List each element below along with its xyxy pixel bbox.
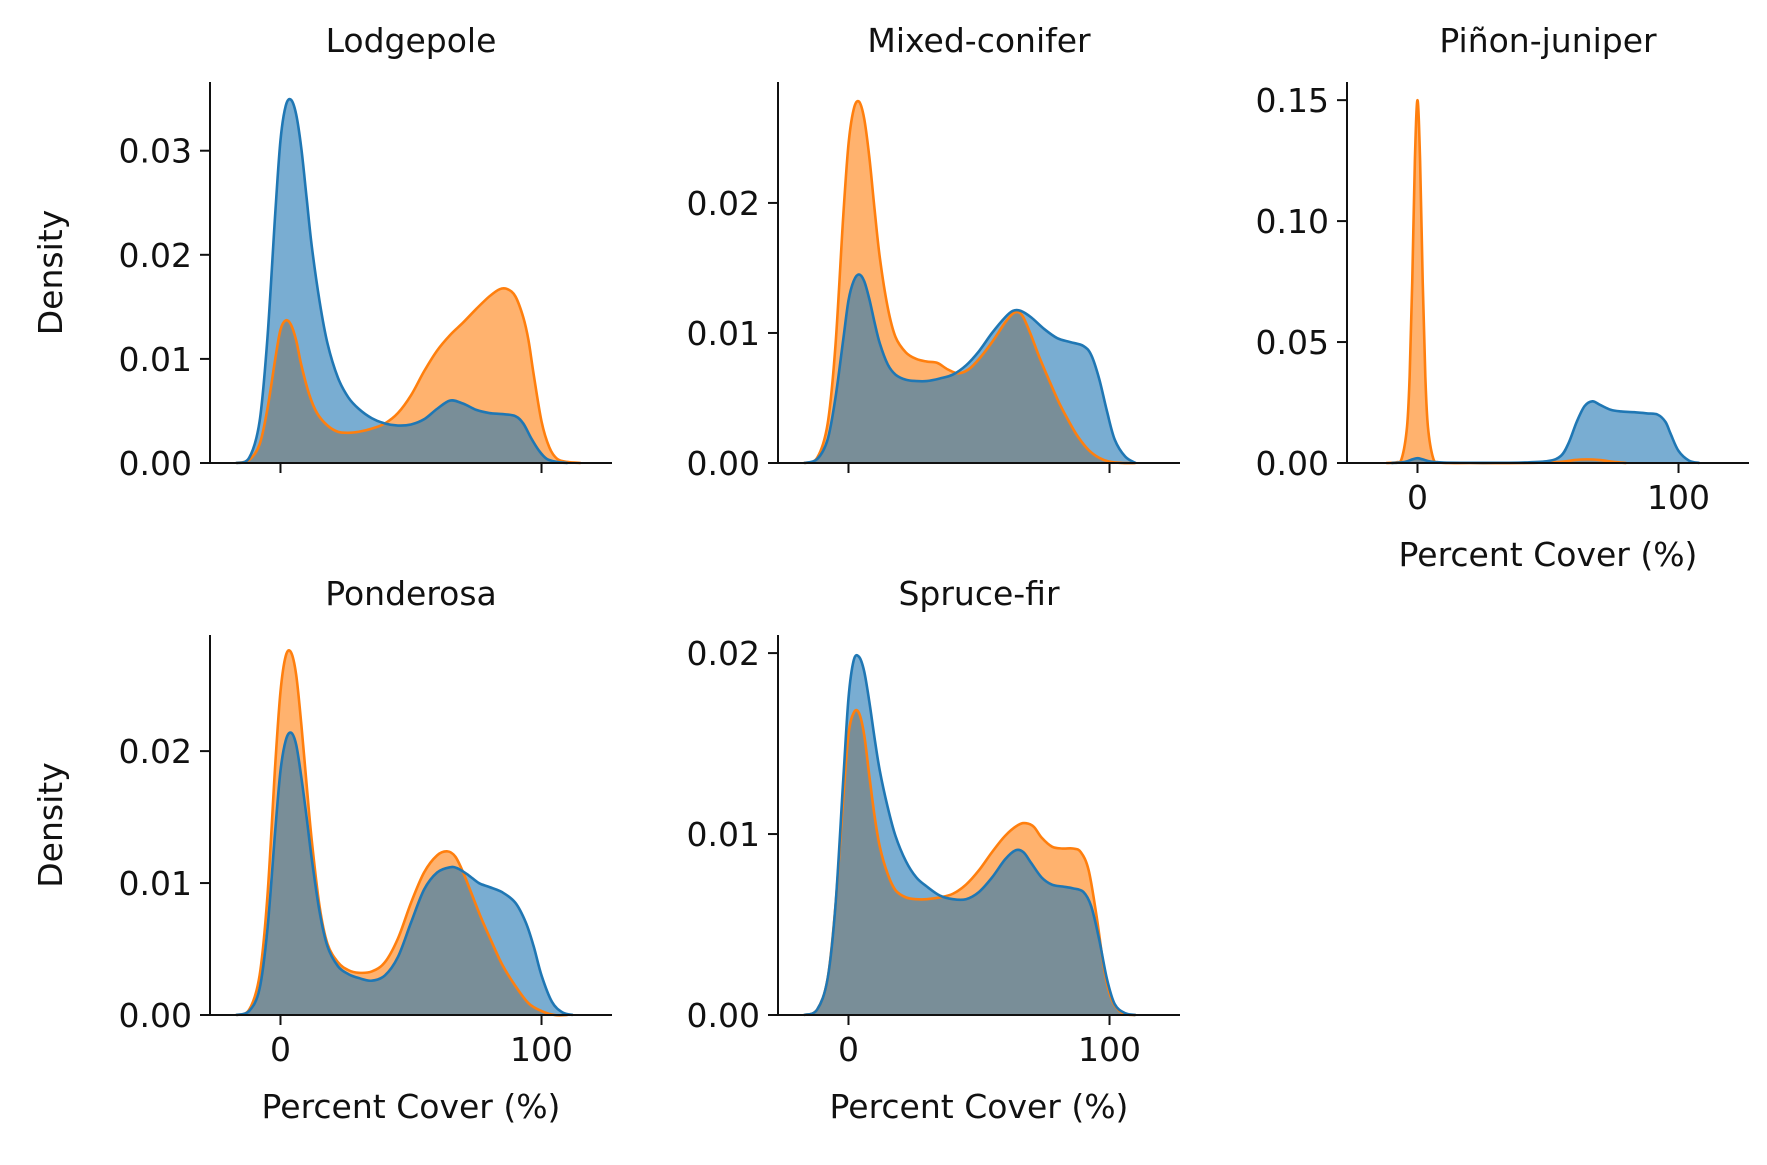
panel-4: 0.00 0.01 0.02 0 100 Ponderosa Percent Cover (… (31, 574, 612, 1126)
panel-1: 0.00 0.01 0.02 0.03 Lodgepole Density (31, 21, 612, 483)
x-axis-label: Percent Cover (%) (1399, 535, 1698, 574)
density-line-series-1 (235, 286, 581, 465)
density-area-series-1 (1386, 100, 1627, 464)
panel-title: Spruce-fir (898, 574, 1060, 613)
y-tick-label: 0.02 (119, 732, 192, 771)
y-axis-label: Density (31, 210, 70, 335)
density-area-series-2 (804, 655, 1136, 1015)
y-tick-label: 0.01 (119, 340, 192, 379)
x-axis-label: Percent Cover (%) (830, 1087, 1129, 1126)
y-tick-label: 0.00 (119, 444, 192, 483)
density-line-series-2 (1391, 400, 1700, 465)
y-tick-label: 0.15 (1256, 81, 1329, 120)
density-line-series-1 (803, 99, 1136, 465)
y-tick-label: 0.02 (687, 184, 760, 223)
y-tick-label: 0.02 (119, 236, 192, 275)
panel-5: 0.00 0.01 0.02 0 100 Spruce-fir Percent Cover … (687, 574, 1180, 1126)
y-tick-label: 0.01 (119, 864, 192, 903)
y-tick-label: 0.05 (1256, 323, 1329, 362)
density-line-series-2 (803, 273, 1137, 465)
density-line-series-1 (235, 649, 568, 1017)
panel-title: Ponderosa (325, 574, 497, 613)
density-line-series-1 (803, 708, 1136, 1017)
panel-3: 0.00 0.05 0.10 0.15 0 100 Piñon-juniper Percent… (1256, 21, 1749, 574)
x-axis-label: Percent Cover (%) (262, 1087, 561, 1126)
panel-title: Piñon-juniper (1439, 21, 1657, 60)
panel-title: Lodgepole (326, 21, 497, 60)
y-tick-label: 0.10 (1256, 202, 1329, 241)
x-tick-label: 0 (270, 1030, 291, 1069)
x-tick-label: 0 (838, 1030, 859, 1069)
panel-title: Mixed-conifer (867, 21, 1091, 60)
y-tick-label: 0.00 (1256, 444, 1329, 483)
x-tick-label: 100 (510, 1030, 573, 1069)
density-line-series-2 (235, 97, 568, 465)
y-tick-label: 0.00 (687, 444, 760, 483)
density-line-series-2 (235, 731, 574, 1017)
x-tick-label: 0 (1407, 478, 1428, 517)
y-tick-label: 0.01 (687, 815, 760, 854)
y-tick-label: 0.02 (687, 634, 760, 673)
y-tick-label: 0.00 (687, 996, 760, 1035)
density-line-series-1 (1386, 98, 1627, 465)
density-area-series-2 (236, 99, 568, 464)
x-tick-label: 100 (1078, 1030, 1141, 1069)
density-line-series-2 (803, 653, 1136, 1017)
y-tick-label: 0.01 (687, 314, 760, 353)
y-tick-label: 0.00 (119, 996, 192, 1035)
density-area-series-2 (1391, 401, 1700, 463)
y-tick-label: 0.03 (119, 132, 192, 171)
panel-2: 0.00 0.01 0.02 Mixed-conifer (687, 21, 1180, 483)
density-area-series-2 (236, 732, 573, 1015)
x-tick-label: 100 (1647, 478, 1710, 517)
y-axis-label: Density (31, 762, 70, 887)
